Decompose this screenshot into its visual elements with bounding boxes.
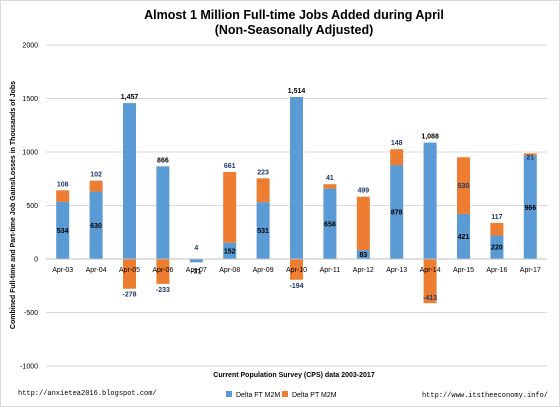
legend: Delta FT M2M Delta PT M2M	[226, 391, 337, 399]
x-tick-label: Apr-05	[119, 267, 140, 274]
data-label-ft: 966	[524, 205, 536, 212]
bar-ft	[189, 259, 203, 263]
data-label-pt: 661	[224, 163, 236, 170]
bar-pt	[223, 172, 237, 243]
x-tick-label: Apr-09	[253, 267, 274, 274]
data-label-ft: 658	[324, 221, 336, 228]
bars	[56, 97, 537, 304]
bar-pt	[123, 259, 136, 289]
bar-ft	[290, 97, 303, 259]
x-tick-label: Apr-13	[386, 267, 407, 274]
data-label-pt: 530	[458, 183, 470, 190]
bar-ft	[323, 188, 337, 259]
y-tick-label: 2000	[22, 43, 38, 50]
footer-left-url: http://anxietea2016.blogspot.com/	[18, 390, 157, 398]
data-label-ft: 866	[157, 157, 169, 164]
x-tick-label: Apr-14	[420, 267, 441, 274]
bar-ft	[523, 155, 537, 259]
bar-ft	[423, 142, 437, 259]
y-axis-label: Combined Full-time and Part-time Job Gai…	[10, 81, 17, 329]
bar-ft	[490, 235, 504, 259]
data-label-ft: 83	[359, 252, 367, 259]
chart-title: Almost 1 Million Full-time Jobs Added du…	[144, 8, 444, 22]
bar-ft	[223, 242, 237, 259]
data-label-pt: 117	[491, 214, 502, 221]
x-axis-ticks: Apr-03 Apr-04 Apr-05 Apr-06 Apr-07 Apr-08 Apr-…	[52, 267, 541, 274]
y-axis-ticks: -1000 -500 0 500 1000 1500 2000	[20, 43, 38, 371]
bar-ft	[457, 213, 470, 259]
x-tick-label: Apr-04	[86, 267, 107, 274]
bar-ft	[256, 202, 270, 259]
bar-pt	[523, 153, 537, 156]
data-label-ft: 630	[90, 223, 102, 230]
data-label-pt: 21	[526, 154, 534, 161]
x-tick-label: Apr-03	[52, 267, 73, 274]
x-tick-label: Apr-15	[453, 267, 474, 274]
data-label-pt: 4	[194, 245, 198, 252]
data-label-ft: 1,514	[288, 88, 306, 95]
bar-ft	[156, 166, 170, 259]
bar-ft	[356, 250, 370, 259]
x-tick-label: Apr-07	[186, 267, 207, 274]
legend-label-pt: Delta PT M2M	[292, 392, 337, 399]
bar-pt	[56, 190, 70, 202]
bar-ft	[56, 201, 70, 259]
data-label-pt: -194	[289, 283, 303, 290]
data-label-pt: -278	[122, 292, 136, 299]
bar-pt	[490, 222, 504, 236]
bar-pt	[89, 180, 103, 192]
data-label-pt: 148	[391, 140, 403, 147]
x-axis-label: Current Population Survey (CPS) data 200…	[213, 372, 375, 379]
y-tick-label: 1000	[22, 150, 38, 157]
legend-swatch-pt	[282, 391, 288, 397]
bar-pt	[323, 184, 337, 189]
data-labels: 534 108 630 102 1,457 -278 866 -233 -31 4 152 661 53…	[57, 88, 536, 302]
x-tick-label: Apr-08	[219, 267, 240, 274]
y-tick-label: -500	[24, 310, 38, 317]
data-label-pt: 102	[90, 172, 102, 179]
data-label-pt: 499	[357, 188, 369, 195]
footer-right-url: http://www.itstheeconomy.info/	[422, 392, 548, 400]
data-label-ft: -31	[191, 268, 201, 275]
data-label-ft: 220	[491, 245, 503, 252]
data-label-ft: 152	[224, 248, 236, 255]
data-label-ft: 1,088	[421, 134, 439, 141]
data-label-ft: 1,457	[121, 94, 139, 101]
data-label-pt: -413	[423, 295, 437, 302]
legend-label-ft: Delta FT M2M	[236, 392, 280, 399]
chart-subtitle: (Non-Seasonally Adjusted)	[215, 23, 374, 37]
bar-pt	[256, 178, 270, 203]
bar-ft	[123, 103, 136, 259]
y-tick-label: 1500	[22, 96, 38, 103]
data-label-ft: 878	[391, 210, 403, 217]
bar-pt	[423, 259, 437, 304]
bar-pt	[356, 196, 370, 251]
bar-ft	[89, 191, 103, 259]
x-tick-label: Apr-16	[486, 267, 507, 274]
data-label-ft: 421	[458, 234, 470, 241]
y-tick-label: -1000	[20, 364, 38, 371]
data-label-ft: 531	[257, 228, 269, 235]
x-tick-label: Apr-12	[353, 267, 374, 274]
y-tick-label: 0	[34, 257, 38, 264]
bar-pt	[290, 259, 303, 280]
data-label-pt: 41	[326, 175, 334, 182]
bar-pt	[457, 157, 470, 214]
data-label-pt: 108	[57, 181, 69, 188]
legend-swatch-ft	[226, 391, 232, 397]
bar-pt	[390, 149, 404, 166]
y-tick-label: 500	[26, 203, 38, 210]
data-label-pt: 223	[257, 169, 269, 176]
data-label-ft: 534	[57, 228, 69, 235]
x-tick-label: Apr-17	[520, 267, 541, 274]
bar-pt	[156, 259, 170, 284]
x-tick-label: Apr-11	[320, 267, 341, 274]
x-tick-label: Apr-10	[286, 267, 307, 274]
x-tick-label: Apr-06	[152, 267, 173, 274]
bar-ft	[390, 165, 404, 259]
data-label-pt: -233	[156, 287, 170, 294]
